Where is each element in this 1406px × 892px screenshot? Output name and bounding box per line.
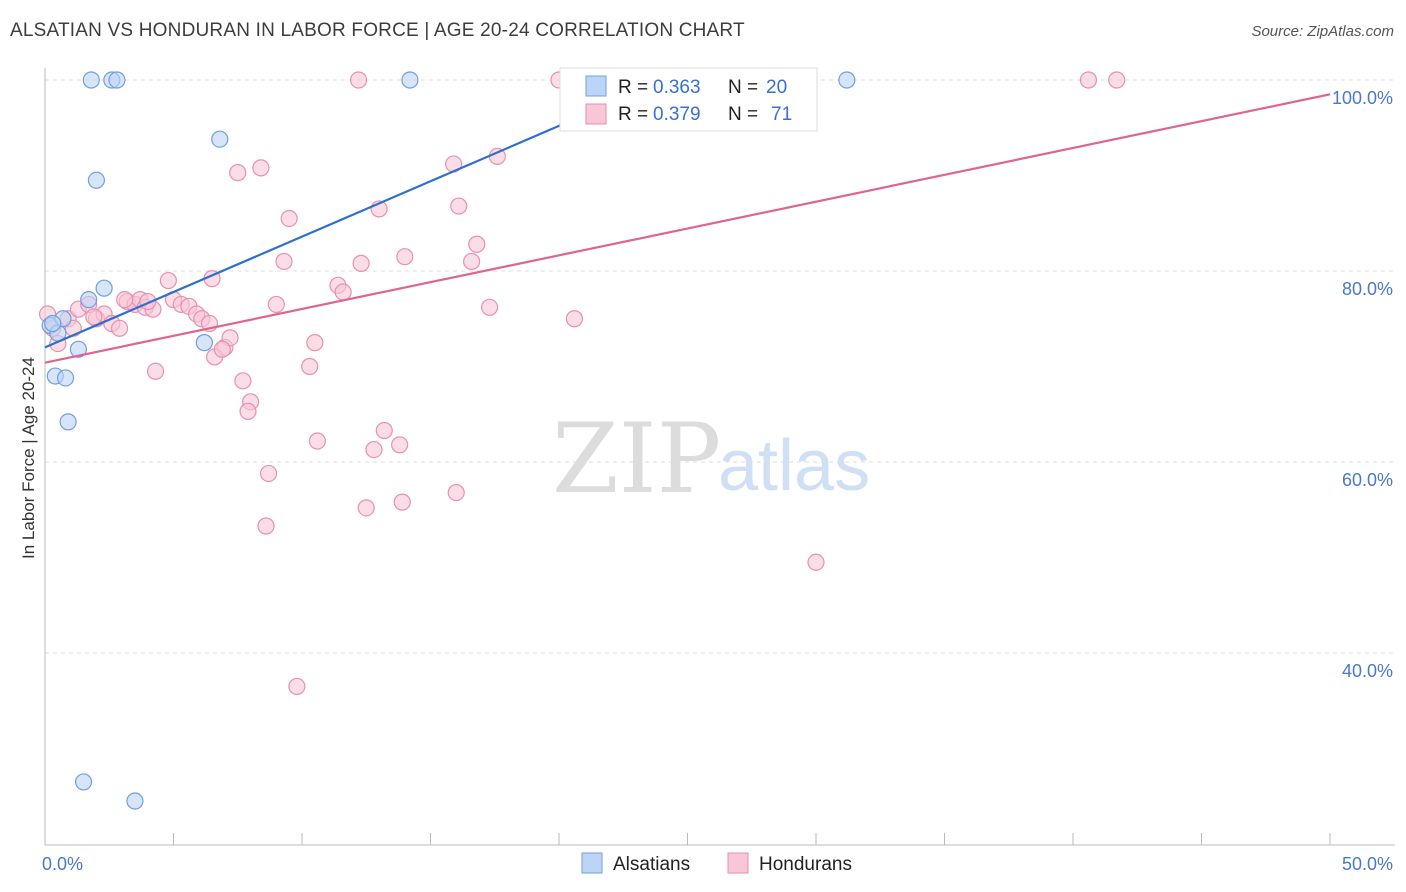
honduran-point bbox=[396, 248, 414, 266]
grid-lines bbox=[45, 79, 1395, 654]
honduran-point bbox=[257, 517, 275, 535]
honduran-point bbox=[288, 677, 306, 696]
y-tick-label: 60.0% bbox=[1342, 470, 1393, 490]
x-tick-labels: 0.0% 50.0% bbox=[42, 854, 1393, 874]
chart-title: ALSATIAN VS HONDURAN IN LABOR FORCE | AG… bbox=[10, 20, 745, 41]
alsatian-point bbox=[44, 314, 62, 333]
honduran-point bbox=[252, 159, 270, 177]
y-tick-label: 100.0% bbox=[1332, 88, 1393, 108]
alsatian-point bbox=[80, 291, 98, 309]
watermark: ZIP atlas bbox=[552, 403, 870, 515]
honduran-point bbox=[357, 499, 375, 517]
axes bbox=[44, 68, 1395, 846]
bottom-legend-honduran-swatch bbox=[727, 852, 749, 874]
honduran-point bbox=[1108, 71, 1126, 89]
honduran-point bbox=[301, 357, 319, 376]
honduran-point bbox=[375, 421, 393, 440]
honduran-point bbox=[267, 295, 285, 314]
x-tick-label: 0.0% bbox=[42, 854, 83, 874]
alsatian-point bbox=[87, 171, 106, 189]
alsatian-point bbox=[126, 792, 144, 810]
honduran-point bbox=[229, 164, 247, 182]
legend-honduran-swatch bbox=[585, 103, 607, 125]
bottom-legend-alsatian-swatch bbox=[581, 852, 603, 874]
honduran-point bbox=[234, 372, 252, 390]
y-axis-label: In Labor Force | Age 20-24 bbox=[19, 357, 38, 559]
honduran-point bbox=[306, 334, 324, 352]
data-points bbox=[38, 71, 1126, 810]
honduran-point bbox=[275, 252, 293, 271]
legend: R = 0.363 N = 20 R = 0.379 N = 71 bbox=[559, 67, 818, 132]
honduran-point bbox=[259, 464, 278, 483]
legend-alsatian-r: 0.363 bbox=[653, 77, 701, 98]
legend-n-label: N = bbox=[728, 77, 758, 98]
alsatian-point bbox=[108, 71, 126, 89]
bottom-legend: Alsatians Hondurans bbox=[581, 852, 852, 875]
honduran-point bbox=[391, 436, 409, 454]
alsatian-point bbox=[56, 369, 75, 387]
x-tick-label: 50.0% bbox=[1342, 854, 1393, 874]
honduran-trend-line bbox=[44, 93, 1331, 364]
honduran-point bbox=[463, 252, 481, 271]
legend-alsatian-n: 20 bbox=[766, 77, 787, 98]
alsatian-point bbox=[838, 71, 856, 89]
legend-honduran-r: 0.379 bbox=[653, 104, 701, 125]
bottom-legend-hondurans: Hondurans bbox=[759, 854, 852, 875]
honduran-point bbox=[1079, 71, 1098, 89]
alsatian-point bbox=[401, 71, 419, 89]
y-tick-label: 40.0% bbox=[1342, 661, 1393, 681]
legend-r-label: R = bbox=[618, 104, 648, 125]
honduran-point bbox=[393, 493, 411, 511]
honduran-point bbox=[308, 432, 327, 450]
honduran-point bbox=[334, 283, 352, 301]
honduran-point bbox=[447, 483, 465, 502]
honduran-point bbox=[146, 362, 165, 380]
honduran-point bbox=[116, 291, 134, 309]
alsatian-point bbox=[69, 340, 88, 358]
honduran-point bbox=[280, 209, 298, 228]
honduran-point bbox=[85, 308, 103, 326]
watermark-zip: ZIP bbox=[552, 403, 721, 515]
bottom-legend-alsatians: Alsatians bbox=[613, 854, 690, 875]
honduran-point bbox=[239, 402, 257, 420]
alsatian-point bbox=[74, 773, 93, 791]
honduran-point bbox=[110, 319, 129, 337]
honduran-point bbox=[481, 298, 499, 316]
legend-honduran-n: 71 bbox=[771, 104, 792, 125]
legend-alsatian-swatch bbox=[585, 75, 607, 97]
honduran-point bbox=[807, 553, 825, 571]
honduran-point bbox=[349, 71, 368, 89]
watermark-atlas: atlas bbox=[718, 426, 870, 506]
honduran-point bbox=[450, 197, 468, 215]
alsatian-point bbox=[95, 279, 113, 297]
honduran-point bbox=[352, 254, 370, 272]
honduran-point bbox=[565, 310, 584, 328]
honduran-point bbox=[159, 271, 177, 290]
y-tick-labels: 100.0% 80.0% 60.0% 40.0% bbox=[1332, 88, 1393, 681]
y-tick-label: 80.0% bbox=[1342, 279, 1393, 299]
legend-n-label: N = bbox=[728, 104, 758, 125]
honduran-point bbox=[213, 340, 231, 358]
alsatian-point bbox=[195, 334, 213, 352]
alsatian-point bbox=[82, 71, 100, 89]
honduran-point bbox=[365, 440, 383, 459]
alsatian-point bbox=[59, 413, 77, 431]
source-label: Source: ZipAtlas.com bbox=[1251, 23, 1394, 40]
honduran-point bbox=[468, 235, 486, 253]
alsatian-point bbox=[211, 130, 229, 148]
legend-r-label: R = bbox=[618, 77, 648, 98]
